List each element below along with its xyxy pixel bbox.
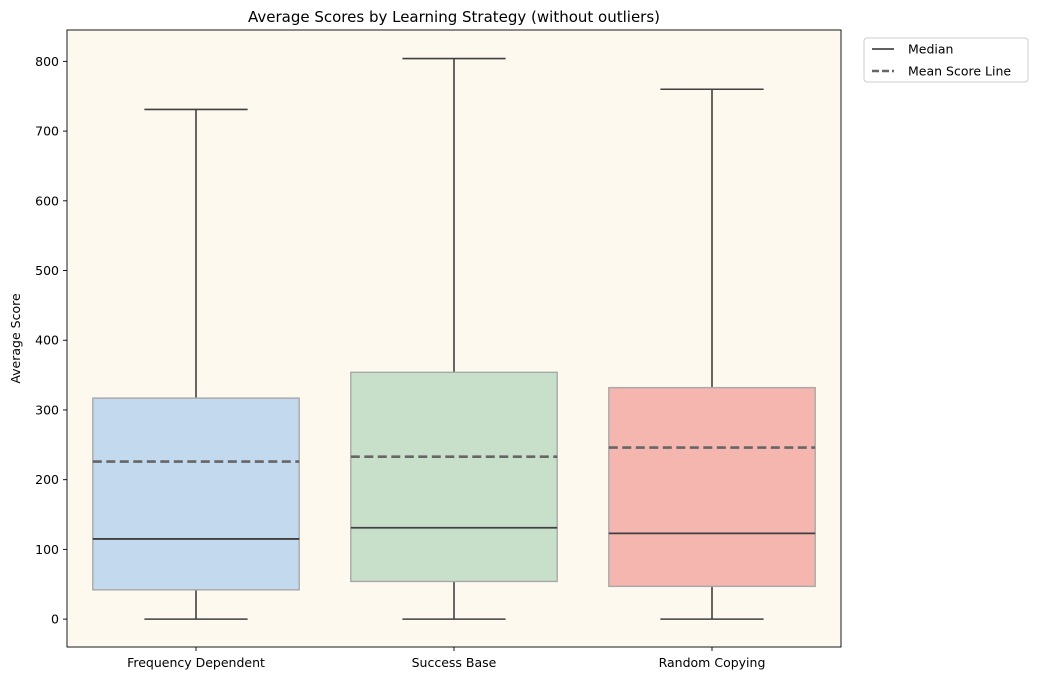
box-group	[92, 108, 300, 620]
y-tick-label: 700	[35, 124, 59, 139]
box-body	[608, 386, 816, 588]
y-tick-label: 800	[35, 54, 59, 69]
y-tick-label: 200	[35, 472, 59, 487]
box-group	[608, 88, 816, 620]
y-tick-label: 600	[35, 193, 59, 208]
box-body	[92, 397, 300, 591]
legend-label: Mean Score Line	[908, 64, 1011, 79]
legend-box	[863, 37, 1029, 83]
box-body	[350, 371, 558, 583]
x-tick-label: Success Base	[412, 655, 497, 670]
x-tick-label: Random Copying	[659, 655, 766, 670]
x-axis: Frequency Dependent Success Base Random Co…	[127, 647, 765, 670]
y-axis: 0 100 200 300 400 500 600 700 800	[35, 54, 67, 627]
y-tick-label: 500	[35, 263, 59, 278]
box-marks	[92, 57, 816, 620]
box-group	[350, 57, 558, 620]
y-axis-label: Average Score	[8, 293, 23, 384]
legend: Median Mean Score Line	[863, 37, 1029, 83]
x-tick-label: Frequency Dependent	[127, 655, 265, 670]
legend-label: Median	[908, 42, 953, 57]
y-tick-label: 100	[35, 542, 59, 557]
y-tick-label: 300	[35, 402, 59, 417]
y-tick-label: 400	[35, 333, 59, 348]
chart-title: Average Scores by Learning Strategy (wit…	[248, 8, 660, 26]
y-tick-label: 0	[51, 612, 59, 627]
